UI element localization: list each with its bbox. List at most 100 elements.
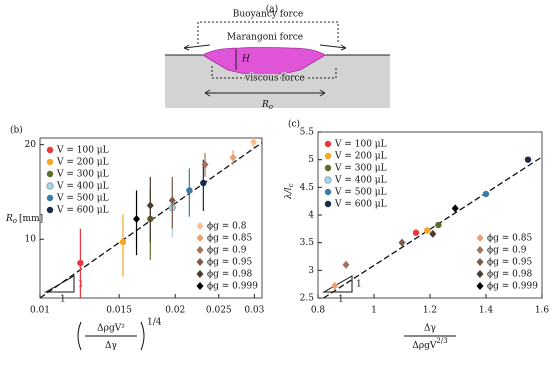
point [324,176,332,184]
x-tick-label: 1.4 [479,306,494,316]
point [482,190,490,198]
point [324,200,332,208]
y-tick-label: 4 [308,211,314,221]
legend-label: ϕg = 0.85 [487,234,532,244]
diagram: (a) Buoyancy force Marangoni force H vis… [165,4,390,112]
y-tick-label: 5.5 [300,128,315,138]
slope-label: 1 [338,295,344,305]
point [46,146,54,154]
slope-triangle [44,275,75,293]
point [46,206,54,214]
point [133,214,141,223]
radius-label: Ro [261,100,273,112]
x-label-denominator: ΔρgV2/3 [412,337,447,351]
x-tick-label: 1 [371,306,377,316]
x-tick-label: 1.6 [535,306,550,316]
point [524,156,532,163]
point [46,182,54,190]
x-label-den-main: ΔρgV [412,341,437,351]
y-axis-label: λ/lc [284,183,296,200]
legend-label: V = 200 μL [56,158,109,168]
x-tick-label: 0.01 [30,306,50,316]
legend-label: V = 400 μL [334,176,387,186]
legend-label: V = 600 μL [56,206,109,216]
legend-label: ϕg = 0.85 [207,234,252,244]
legend-label: ϕg = 0.98 [207,270,252,280]
slope-label: 1 [60,295,66,305]
point [186,187,193,194]
legend-label: ϕg = 0.999 [487,282,538,292]
y-label-main: R [5,214,13,224]
y-label-sub: o [13,217,17,225]
point [324,152,332,160]
legend-label: V = 200 μL [334,152,387,162]
x-tick-label: 1.2 [423,306,437,316]
legend-label: ϕg = 0.999 [207,282,258,292]
point [250,137,258,146]
slope-label: 1 [356,280,362,290]
viscous-path [211,66,337,79]
point [412,229,420,236]
legend-label: V = 300 μL [56,170,109,180]
panel-label: (b) [10,125,23,136]
y-tick-label: 10 [25,235,37,245]
slope-triangle [322,275,353,293]
fit-line [323,156,543,299]
height-label: H [241,55,250,65]
point [196,234,204,242]
legend-label: V = 600 μL [334,200,387,210]
legend-label: V = 100 μL [334,140,387,150]
point [476,246,484,254]
point [398,238,406,247]
x-tick-label: 0.03 [244,306,264,316]
y-axis-label: Ro [mm] [5,214,43,226]
x-label-numerator: Δγ [424,324,436,334]
radius-sub: o [269,103,273,111]
radius-arrow [204,89,326,97]
point [451,204,459,213]
point [324,140,332,148]
point [331,281,339,290]
y-tick-label: 4.5 [300,183,315,193]
x-label-den-power: 2/3 [436,337,447,345]
legend-label: ϕg = 0.95 [207,258,252,268]
plot-frame [39,137,263,299]
y-tick-label: 3.5 [300,238,315,248]
point [196,246,204,254]
x-tick-label: 0.8 [311,306,326,316]
marangoni-label: Marangoni force [227,33,303,43]
buoyancy-path [197,21,339,44]
point [196,222,204,230]
x-label-parens [77,321,145,351]
legend-label: V = 300 μL [334,164,387,174]
y-tick-label: 2.5 [300,294,315,304]
x-label-numerator: ΔρgV² [97,324,125,334]
point [46,170,54,178]
droplet [202,47,326,76]
point [196,258,204,266]
legend-label: V = 400 μL [56,182,109,192]
legend-label: ϕg = 0.95 [487,258,532,268]
y-tick-label: 3 [308,266,314,276]
point [324,164,332,172]
point [476,282,484,290]
legend-label: V = 500 μL [334,188,387,198]
point [201,160,209,169]
buoyancy-label: Buoyancy force [233,10,303,20]
legend-label: ϕg = 0.98 [487,270,532,280]
x-tick-label: 0.015 [106,306,132,316]
point [146,201,154,210]
panel-label: (a) [266,4,278,15]
viscous-label: viscous force [244,74,305,84]
legend-label: V = 500 μL [56,194,109,204]
y-label-unit: [mm] [19,214,43,224]
point [476,270,484,278]
y-tick-label: 5 [308,155,314,165]
point [196,282,204,290]
point [46,194,54,202]
x-tick-label: 0.02 [165,306,185,316]
point [200,179,207,187]
point [229,153,237,162]
legend-label: V = 100 μL [56,146,109,156]
